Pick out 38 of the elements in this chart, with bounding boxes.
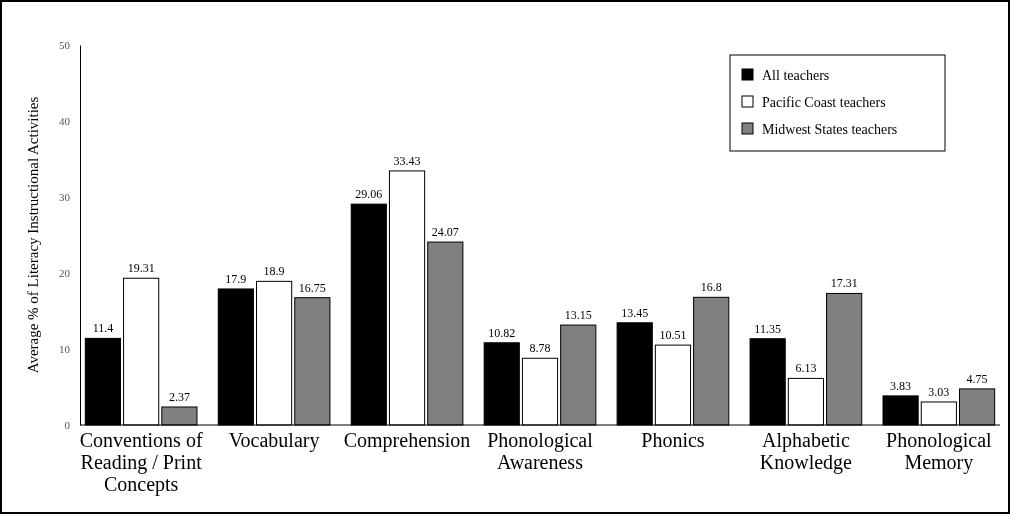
data-label: 6.13 <box>795 361 817 376</box>
data-label: 13.15 <box>564 308 592 323</box>
data-label: 3.83 <box>890 378 912 393</box>
legend-label: Pacific Coast teachers <box>762 95 886 110</box>
x-tick-label: Alphabetic Knowledge <box>759 429 853 474</box>
data-label: 2.37 <box>168 389 190 404</box>
x-tick-label: Comprehension <box>343 429 471 452</box>
data-label: 17.9 <box>225 271 247 286</box>
y-tick-label: 40 <box>59 115 71 128</box>
y-tick-label: 30 <box>59 191 71 204</box>
y-tick-label: 20 <box>59 267 71 280</box>
x-tick-label: Phonological Memory <box>886 429 993 474</box>
data-label: 13.45 <box>621 305 649 320</box>
data-label: 11.35 <box>754 321 781 336</box>
x-tick-label: Phonological Awareness <box>487 429 594 473</box>
legend-label: All teachers <box>762 68 830 83</box>
data-label: 17.31 <box>830 276 858 291</box>
data-label: 4.75 <box>966 371 988 386</box>
data-label: 11.4 <box>92 321 114 336</box>
data-label: 3.03 <box>928 384 950 399</box>
data-label: 10.82 <box>488 325 516 340</box>
data-label: 8.78 <box>529 341 551 356</box>
data-label: 16.75 <box>298 280 326 295</box>
y-axis-title: Average % of Literacy Instructional Activities <box>25 96 41 374</box>
y-tick-label: 10 <box>59 343 71 356</box>
x-tick-label: Phonics <box>641 429 705 451</box>
data-label: 24.07 <box>431 225 459 240</box>
x-tick-label: Vocabulary <box>228 429 320 452</box>
data-label: 33.43 <box>393 153 421 168</box>
data-label: 10.51 <box>659 328 687 343</box>
data-label: 18.9 <box>263 264 285 279</box>
data-label: 16.8 <box>700 280 722 295</box>
data-label: 19.31 <box>127 261 155 276</box>
data-label: 29.06 <box>355 187 383 202</box>
y-tick-label: 50 <box>59 39 71 52</box>
y-tick-label: 0 <box>64 419 71 432</box>
legend-label: Midwest States teachers <box>762 122 898 137</box>
x-tick-label: Conventions of Reading / Print Concepts <box>79 429 203 496</box>
